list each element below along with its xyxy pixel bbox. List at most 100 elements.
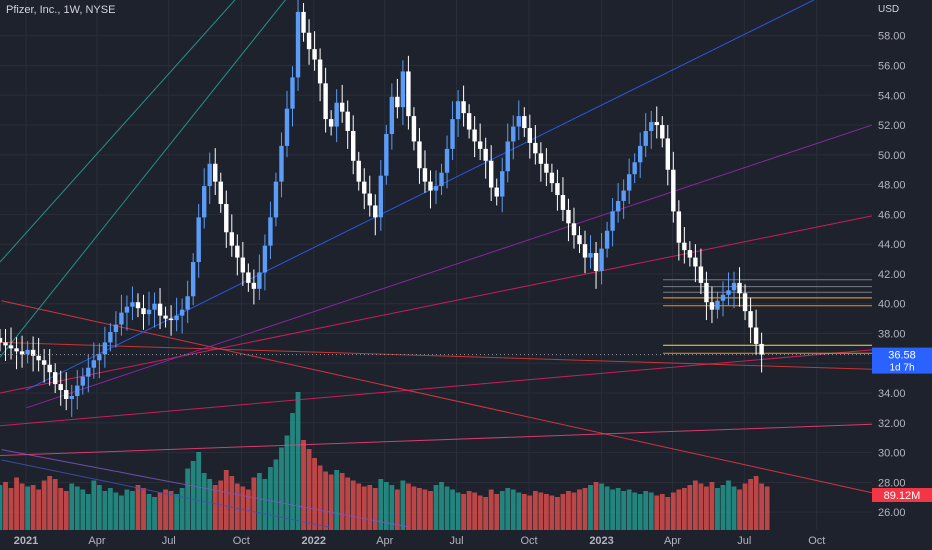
candle-body: [328, 119, 334, 127]
volume-bar: [113, 492, 119, 530]
volume-bar: [240, 486, 246, 530]
volume-bar: [350, 480, 356, 530]
volume-bar: [47, 476, 53, 530]
volume-bar: [212, 485, 218, 530]
candle-body: [588, 253, 593, 258]
candle-body: [240, 257, 246, 273]
y-tick-label: 56.00: [878, 61, 906, 73]
volume-bar: [367, 485, 373, 530]
candle-body: [69, 396, 74, 399]
volume-bar: [168, 491, 174, 530]
candle-body: [339, 102, 345, 112]
volume-bar: [748, 479, 753, 530]
volume-bar: [494, 494, 500, 530]
candle-body: [698, 266, 704, 283]
volume-bar: [455, 492, 461, 530]
volume-bar: [737, 489, 742, 530]
volume-bar: [378, 479, 384, 530]
volume-bar: [229, 476, 235, 530]
trend-line: [0, 0, 236, 263]
candle-body: [80, 376, 85, 386]
time-axis[interactable]: 2021 Apr Jul Oct 2022 Apr Jul Oct 2023 Apr Jul Oct: [0, 530, 932, 550]
volume-tag-value: 89.12M: [884, 490, 921, 502]
candle-body: [444, 148, 450, 173]
candle-body: [709, 302, 715, 310]
volume-bar: [301, 440, 306, 530]
fib-extension-tool[interactable]: [663, 279, 872, 354]
candle-body: [362, 181, 367, 194]
candle-body: [373, 205, 378, 218]
volume-bar: [356, 483, 362, 530]
candle-body: [748, 311, 753, 328]
volume-bar: [433, 485, 439, 530]
symbol-header[interactable]: Pfizer, Inc., 1W, NYSE: [6, 4, 115, 16]
candle-body: [334, 102, 339, 127]
candle-body: [422, 168, 428, 182]
candle-body: [604, 230, 610, 249]
candle-body: [621, 190, 626, 201]
candle-body: [323, 83, 328, 120]
candle-body: [615, 200, 621, 212]
volume-bar: [687, 485, 693, 530]
candle-body: [229, 232, 234, 246]
volume-bar: [69, 483, 75, 530]
candle-body: [759, 343, 764, 355]
candle-body: [257, 272, 262, 289]
candle-body: [0, 337, 3, 343]
volume-bar: [345, 477, 351, 530]
candle-body: [704, 282, 709, 303]
volume-bar: [107, 488, 113, 530]
candle-body: [378, 175, 384, 218]
y-tick-label: 44.00: [878, 239, 906, 251]
candle-body: [488, 160, 494, 188]
candle-body: [356, 160, 361, 182]
candle-body: [560, 195, 566, 210]
volume-bar: [394, 489, 400, 530]
candle-body: [185, 296, 190, 310]
volume-bar: [130, 491, 135, 530]
candle-body: [218, 181, 223, 204]
candle-body: [411, 116, 417, 142]
candle-body: [262, 245, 268, 273]
volume-bar: [245, 489, 251, 530]
candle-body: [626, 174, 632, 191]
candle-body: [273, 181, 279, 218]
volume-bar: [742, 483, 748, 530]
volume-bar: [521, 494, 527, 530]
price-tag-value: 36.58: [888, 350, 916, 362]
volume-bar: [477, 495, 483, 530]
volume-bar: [715, 488, 720, 530]
x-tick-label: Jul: [162, 535, 176, 547]
candle-body: [41, 360, 47, 365]
volume-bar: [571, 492, 577, 530]
candle-body: [494, 187, 499, 197]
trend-lines[interactable]: [0, 0, 873, 528]
volume-bar: [422, 489, 428, 530]
candle-body: [168, 318, 174, 321]
volume-bar: [14, 477, 19, 530]
candle-body: [533, 142, 538, 154]
volume-bar: [284, 435, 290, 530]
price-tag-bg: [872, 347, 932, 374]
volume-bar: [615, 488, 621, 530]
volume-bar: [692, 480, 698, 530]
candle-body: [135, 302, 141, 309]
volume-bars: [0, 392, 770, 530]
trend-line: [0, 423, 873, 457]
candle-body: [52, 372, 58, 385]
candle-body: [571, 223, 577, 236]
x-tick-label: Apr: [376, 535, 393, 547]
symbol-title: Pfizer, Inc., 1W, NYSE: [6, 4, 116, 16]
price-axis[interactable]: 26.0028.0030.0032.0034.0036.0038.0040.00…: [872, 0, 932, 550]
volume-bar: [80, 489, 86, 530]
candle-body: [130, 302, 135, 307]
candle-body: [174, 315, 179, 321]
candle-body: [682, 242, 687, 251]
candle-body: [119, 312, 124, 325]
x-tick-label: Jul: [737, 535, 751, 547]
volume-bar: [334, 470, 340, 530]
candle-body: [246, 272, 251, 283]
candle-body: [47, 364, 52, 373]
